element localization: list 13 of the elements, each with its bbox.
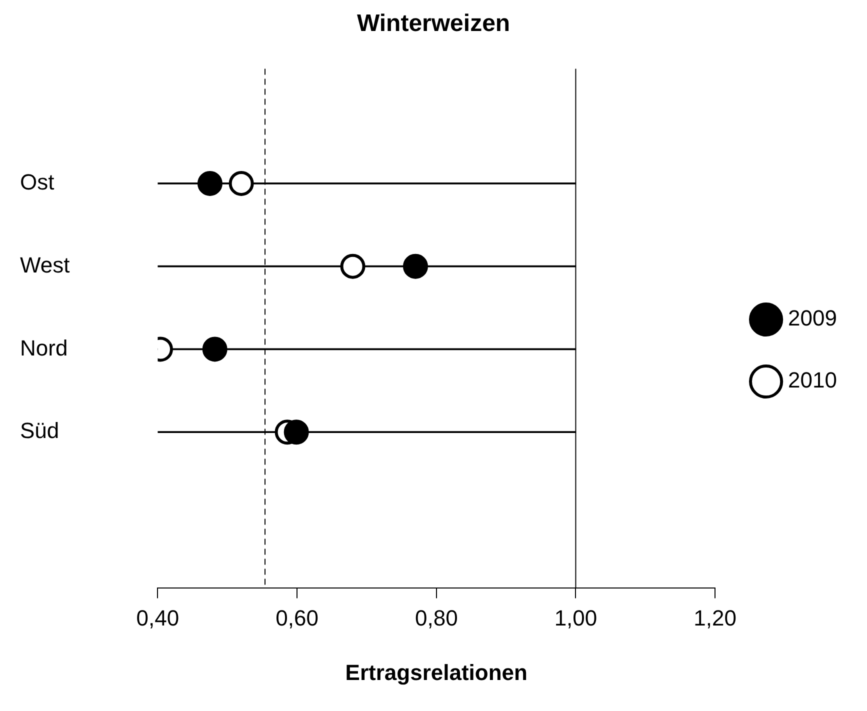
y-tick-label: Süd [20, 418, 60, 444]
y-tick-label: Ost [20, 170, 54, 195]
legend-label: 2010 [788, 368, 838, 393]
x-tick-label: 0,60 [276, 605, 318, 630]
legend-label: 2009 [788, 306, 838, 331]
x-tick-label: 0,40 [136, 605, 180, 630]
chart-title: Winterweizen [356, 10, 510, 38]
x-axis-title: Ertragsrelationen [345, 660, 528, 685]
x-tick-label: 0,80 [414, 605, 458, 630]
y-tick-label: West [20, 252, 70, 278]
x-tick-label: 1,20 [694, 605, 736, 630]
x-tick-label: 1,00 [554, 605, 598, 630]
y-tick-label: Nord [20, 335, 68, 360]
